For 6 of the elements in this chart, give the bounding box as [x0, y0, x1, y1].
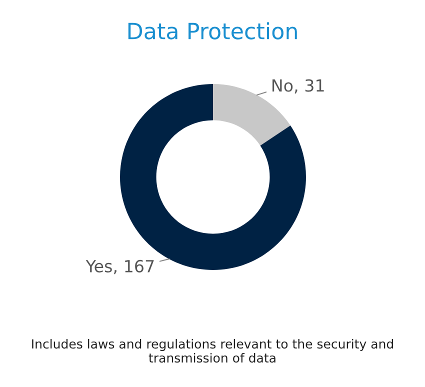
- slice-label: No: [272, 79, 293, 92]
- data-label: , 167: [114, 260, 154, 274]
- slice-label: Yes: [86, 260, 112, 272]
- text: Includes laws and regulations relevant to the security and transmission of data: [32, 338, 393, 363]
- data-label: , 31: [294, 79, 324, 94]
- chart-title: Data Protection: [128, 22, 297, 40]
